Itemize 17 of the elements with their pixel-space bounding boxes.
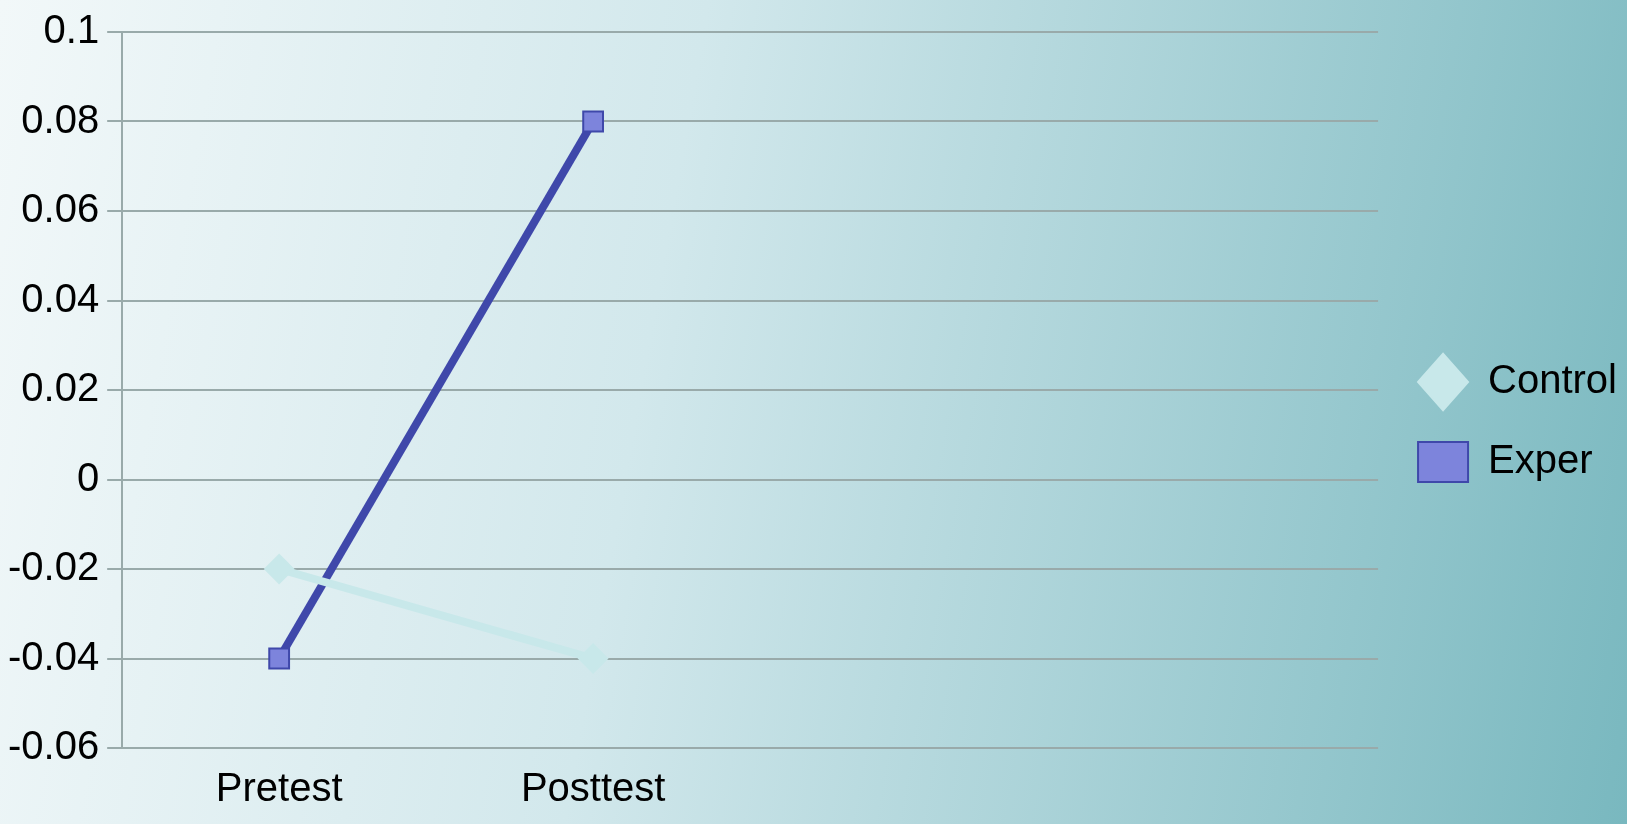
y-tick-label: -0.02 (8, 544, 100, 589)
y-tick-label: 0.04 (21, 275, 100, 320)
y-tick-label: 0.06 (21, 186, 100, 231)
y-tick-label: 0 (76, 454, 100, 499)
point (264, 554, 295, 584)
x-tick-label: Posttest (520, 765, 666, 810)
legend-label: Exper (1488, 437, 1593, 482)
point (582, 110, 605, 133)
x-tick-label: Pretest (215, 765, 343, 810)
y-tick-label: 0.08 (21, 96, 100, 141)
y-tick-label: 0.02 (21, 365, 100, 410)
y-tick-label: -0.04 (8, 633, 100, 678)
y-tick-label: -0.06 (8, 723, 100, 768)
y-tick-label: 0.1 (43, 7, 100, 52)
legend-label: Control (1488, 357, 1618, 402)
point (578, 643, 609, 674)
point (268, 647, 291, 670)
